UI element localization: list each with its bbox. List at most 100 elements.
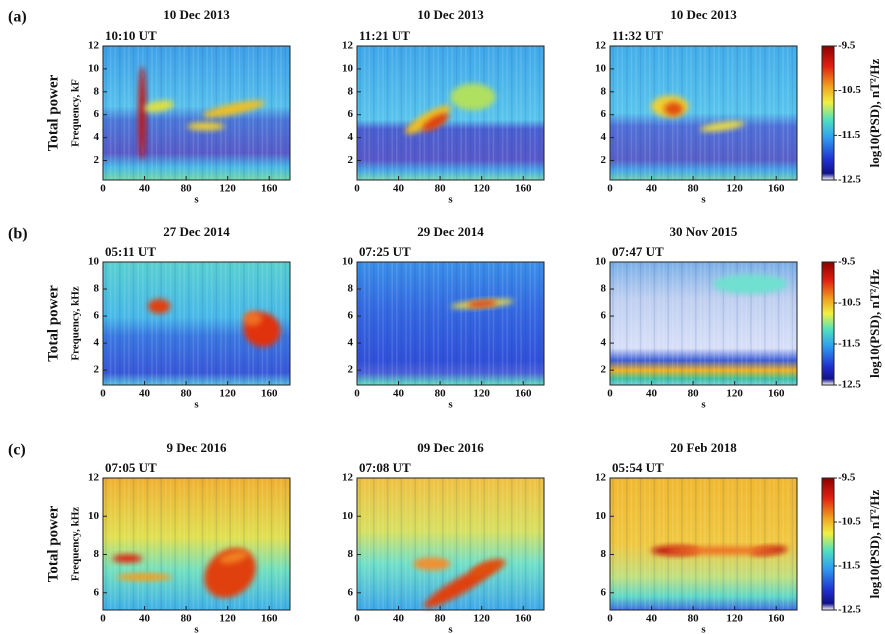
y-tick-label: 4 (94, 337, 100, 349)
x-tick-label: 0 (607, 613, 613, 625)
x-tick-label: 40 (646, 183, 658, 195)
x-tick-label: 40 (393, 613, 405, 625)
y-tick-label: 4 (348, 131, 354, 143)
x-tick-label: 40 (139, 388, 151, 400)
y-tick-label: 10 (88, 256, 100, 268)
spectral-feature (187, 122, 225, 131)
y-tick-label: 4 (94, 131, 100, 143)
x-tick-label: 0 (607, 388, 613, 400)
x-tick-label: 120 (219, 388, 236, 400)
y-tick-label: 8 (348, 283, 354, 295)
colorbar-tick-label: -10.5 (838, 516, 861, 528)
spectrogram-background (357, 46, 544, 180)
x-tick-label: 120 (726, 183, 743, 195)
x-axis-label: s (194, 624, 199, 634)
x-axis-label: s (701, 399, 706, 411)
colorbar-tick-label: -11.5 (838, 338, 861, 350)
spectrogram-background (610, 478, 797, 610)
y-tick-label: 8 (601, 85, 607, 97)
panel-time: 07:05 UT (105, 460, 157, 475)
x-tick-label: 40 (393, 183, 405, 195)
spectral-feature (666, 546, 779, 555)
plot-frame (609, 45, 798, 181)
x-axis-label: s (448, 194, 453, 206)
colorbar-tick-label: -12.5 (838, 604, 861, 616)
colorbar-tick-label: -9.5 (838, 472, 856, 484)
spectrogram (357, 262, 544, 385)
y-tick-label: 2 (348, 364, 354, 376)
y-tick-label: 12 (342, 472, 354, 484)
panel-time: 11:32 UT (612, 28, 663, 43)
x-tick-label: 80 (435, 613, 447, 625)
y-tick-label: 12 (595, 40, 607, 52)
spectral-feature (204, 548, 257, 598)
spectral-feature (112, 554, 143, 563)
y-tick-label: 10 (595, 256, 607, 268)
colorbar (821, 45, 835, 181)
y-tick-label: 10 (595, 510, 607, 522)
x-tick-label: 120 (726, 613, 743, 625)
y-axis-title: Frequency, kHz (70, 507, 82, 581)
spectral-feature (219, 550, 249, 564)
colorbar-tick-label: -12.5 (838, 379, 861, 391)
x-tick-label: 160 (261, 613, 278, 625)
panel-time: 05:11 UT (105, 244, 156, 259)
x-axis-label: s (701, 624, 706, 634)
y-tick-label: 4 (601, 337, 607, 349)
panel-time: 05:54 UT (612, 460, 664, 475)
x-tick-label: 120 (726, 388, 743, 400)
x-tick-label: 80 (688, 613, 700, 625)
y-tick-label: 8 (601, 548, 607, 560)
y-tick-label: 12 (88, 40, 100, 52)
x-tick-label: 40 (646, 613, 658, 625)
colorbar (821, 477, 835, 611)
x-tick-label: 160 (261, 388, 278, 400)
y-tick-label: 10 (342, 62, 354, 74)
plot-frame (102, 477, 291, 611)
x-tick-label: 80 (181, 183, 193, 195)
x-tick-label: 80 (688, 388, 700, 400)
panel-date: 10 Dec 2013 (670, 7, 737, 22)
x-tick-label: 0 (354, 613, 360, 625)
x-tick-label: 120 (473, 183, 490, 195)
colorbar-tick-label: -11.5 (838, 560, 861, 572)
spectral-feature (699, 121, 745, 132)
row-label: (c) (8, 442, 26, 459)
x-tick-label: 160 (515, 388, 532, 400)
x-tick-label: 80 (435, 388, 447, 400)
y-tick-label: 10 (88, 62, 100, 74)
x-tick-label: 40 (139, 183, 151, 195)
y-tick-label: 2 (348, 154, 354, 166)
x-tick-label: 0 (100, 613, 106, 625)
spectrogram (103, 478, 290, 610)
panel-time: 11:21 UT (359, 28, 410, 43)
y-tick-label: 2 (601, 364, 607, 376)
colorbar-tick-label: -12.5 (838, 174, 861, 186)
y-tick-label: 12 (595, 472, 607, 484)
spectrogram (357, 46, 544, 180)
y-tick-label: 4 (601, 131, 607, 143)
y-tick-label: 6 (601, 310, 607, 322)
plot-frame (356, 261, 545, 386)
plot-frame (609, 477, 798, 611)
x-tick-label: 160 (768, 613, 785, 625)
spectral-feature (202, 100, 266, 118)
y-tick-label: 4 (348, 337, 354, 349)
x-tick-label: 120 (473, 613, 490, 625)
spectrogram-background (103, 478, 290, 610)
x-tick-label: 0 (100, 183, 106, 195)
plot-frame (102, 261, 291, 386)
spectrogram (610, 478, 797, 610)
x-axis-label: s (448, 624, 453, 634)
x-tick-label: 120 (219, 183, 236, 195)
y-tick-label: 6 (94, 108, 100, 120)
spectral-feature (116, 573, 173, 581)
x-tick-label: 0 (100, 388, 106, 400)
y-tick-label: 2 (94, 364, 100, 376)
panel-date: 10 Dec 2013 (163, 7, 230, 22)
spectral-feature (470, 558, 506, 577)
x-axis-label: s (194, 194, 199, 206)
y-tick-label: 8 (601, 283, 607, 295)
y-tick-label: 6 (348, 310, 354, 322)
